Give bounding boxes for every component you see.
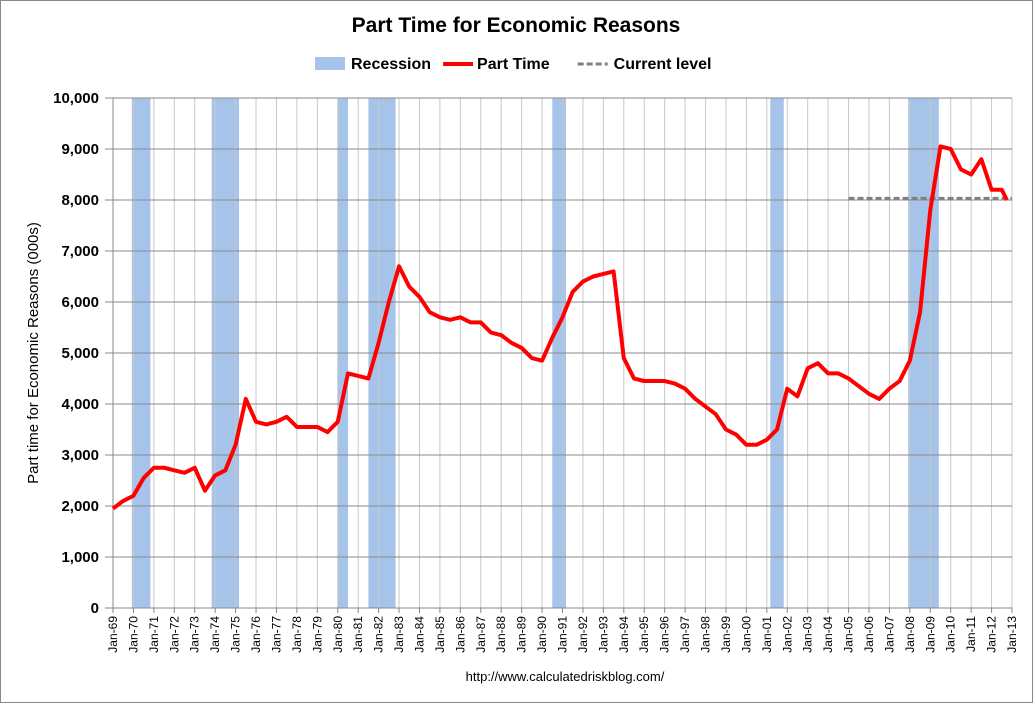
x-tick-label: Jan-98 [699,616,713,653]
x-tick-label: Jan-94 [617,616,631,653]
y-tick-label: 8,000 [61,192,99,209]
x-tick-label: Jan-10 [944,616,958,653]
x-tick-label: Jan-85 [433,616,447,653]
y-axis-label: Part time for Economic Reasons (000s) [25,222,42,484]
x-tick-label: Jan-81 [351,616,365,653]
x-tick-label: Jan-79 [310,616,324,653]
source: http://www.calculatedriskblog.com/ [466,669,665,684]
legend-label: Recession [351,56,431,73]
x-tick-label: Jan-99 [719,616,733,653]
x-tick-label: Jan-78 [290,616,304,653]
x-tick-label: Jan-71 [147,616,161,653]
x-tick-label: Jan-73 [188,616,202,653]
y-tick-label: 9,000 [61,141,99,158]
x-tick-label: Jan-77 [269,616,283,653]
x-tick-label: Jan-92 [576,616,590,653]
x-tick-label: Jan-82 [372,616,386,653]
x-tick-label: Jan-91 [556,616,570,653]
y-tick-label: 3,000 [61,447,99,464]
x-tick-label: Jan-01 [760,616,774,653]
chart-title: Part Time for Economic Reasons [352,14,681,37]
y-tick-label: 2,000 [61,498,99,515]
y-tick-label: 0 [91,600,99,617]
x-tick-label: Jan-02 [780,616,794,653]
x-tick-label: Jan-90 [535,616,549,653]
x-tick-label: Jan-80 [331,616,345,653]
legend: Recession Part Time Current level [315,56,711,73]
legend-swatch [315,57,345,70]
x-tick-label: Jan-06 [862,616,876,653]
x-tick-label: Jan-04 [821,616,835,653]
y-tick-label: 6,000 [61,294,99,311]
x-tick-label: Jan-11 [964,616,978,652]
y-tick-label: 10,000 [53,90,99,107]
x-tick-label: Jan-69 [106,616,120,653]
x-tick-label: Jan-05 [842,616,856,653]
legend-label: Current level [614,56,712,73]
x-tick-label: Jan-96 [658,616,672,653]
x-tick-label: Jan-97 [678,616,692,653]
x-tick-label: Jan-76 [249,616,263,653]
y-tick-label: 7,000 [61,243,99,260]
x-tick-label: Jan-13 [1005,616,1019,653]
x-tick-label: Jan-70 [126,616,140,653]
x-tick-label: Jan-12 [985,616,999,653]
x-tick-label: Jan-84 [412,616,426,653]
x-tick-label: Jan-03 [801,616,815,653]
x-tick-label: Jan-08 [903,616,917,653]
x-tick-label: Jan-00 [739,616,753,653]
y-tick-label: 1,000 [61,549,99,566]
x-tick-label: Jan-74 [208,616,222,653]
y-tick-label: 4,000 [61,396,99,413]
series-line [111,144,1009,511]
x-tick-label: Jan-83 [392,616,406,653]
x-tick-label: Jan-89 [515,616,529,653]
x-tick-label: Jan-75 [229,616,243,653]
x-tick-label: Jan-07 [882,616,896,653]
x-tick-label: Jan-95 [637,616,651,653]
x-tick-label: Jan-88 [494,616,508,653]
x-tick-label: Jan-86 [453,616,467,653]
legend-label: Part Time [477,56,550,73]
x-tick-label: Jan-87 [474,616,488,653]
y-tick-label: 5,000 [61,345,99,362]
x-tick-label: Jan-09 [923,616,937,653]
x-tick-label: Jan-93 [596,616,610,653]
x-tick-label: Jan-72 [167,616,181,653]
